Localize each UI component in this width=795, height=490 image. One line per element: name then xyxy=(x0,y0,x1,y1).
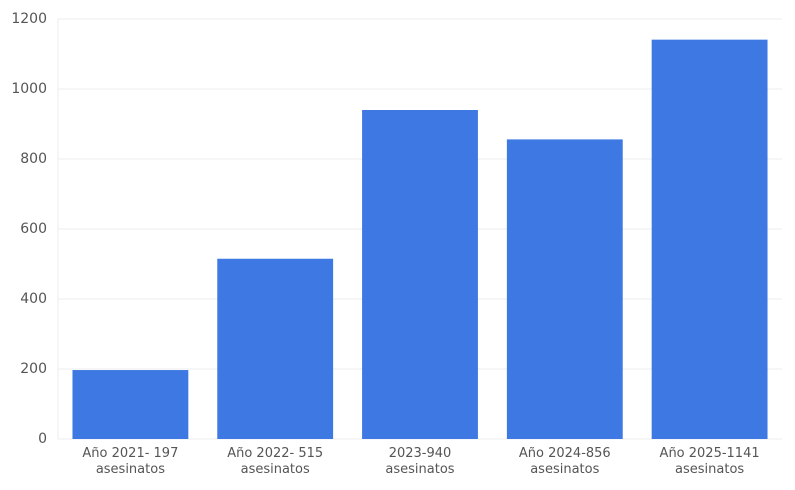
y-tick-label: 1000 xyxy=(11,81,47,97)
bar xyxy=(72,370,189,439)
y-tick-label: 400 xyxy=(20,291,47,307)
x-tick-label: Año 2021- 197 asesinatos xyxy=(82,446,179,477)
x-tick-label: Año 2024-856 asesinatos xyxy=(518,446,611,477)
x-tick-label: Año 2022- 515 asesinatos xyxy=(227,446,324,477)
bar xyxy=(217,258,334,439)
y-tick-label: 1200 xyxy=(11,11,47,27)
y-tick-label: 800 xyxy=(20,151,47,167)
x-tick-label: Año 2025-1141 asesinatos xyxy=(659,446,760,477)
bar xyxy=(362,110,478,439)
y-tick-label: 200 xyxy=(20,361,47,377)
y-tick-label: 0 xyxy=(38,431,47,447)
x-tick-label: 2023-940 asesinatos xyxy=(385,446,455,477)
bar xyxy=(506,139,623,439)
bar xyxy=(651,39,768,440)
y-tick-label: 600 xyxy=(20,221,47,237)
